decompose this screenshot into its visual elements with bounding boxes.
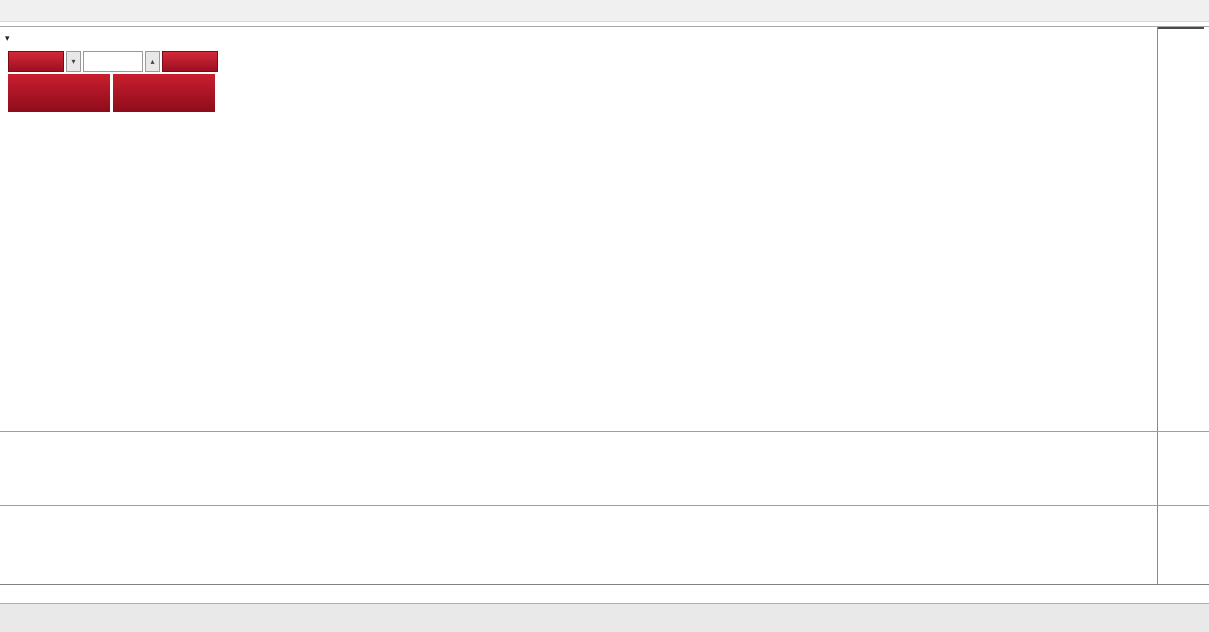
timeframe-toolbar bbox=[0, 0, 1209, 22]
rsi-pane bbox=[0, 505, 1209, 584]
macd-pane bbox=[0, 431, 1209, 505]
one-click-trading-panel: ▾ ▴ bbox=[8, 51, 220, 112]
buy-button[interactable] bbox=[162, 51, 218, 72]
sell-button[interactable] bbox=[8, 51, 64, 72]
current-price-tag bbox=[1158, 27, 1204, 29]
volume-up-button[interactable]: ▴ bbox=[145, 51, 160, 72]
rsi-canvas[interactable] bbox=[0, 506, 1157, 584]
buy-price-display[interactable] bbox=[113, 74, 215, 112]
chart-window: ▾ ▾ ▴ bbox=[0, 26, 1209, 604]
chevron-down-icon: ▾ bbox=[71, 56, 76, 66]
macd-label bbox=[6, 436, 21, 447]
main-chart-pane: ▾ ▾ ▴ bbox=[0, 27, 1209, 431]
rsi-label bbox=[6, 510, 16, 521]
macd-canvas[interactable] bbox=[0, 432, 1157, 505]
chart-tabbar bbox=[0, 603, 1209, 632]
chart-header: ▾ bbox=[5, 32, 40, 44]
rsi-axis[interactable] bbox=[1157, 506, 1209, 584]
sell-price-display[interactable] bbox=[8, 74, 110, 112]
volume-input[interactable] bbox=[83, 51, 143, 72]
one-click-collapse-icon[interactable]: ▾ bbox=[5, 33, 10, 43]
date-axis[interactable] bbox=[0, 584, 1209, 604]
price-axis[interactable] bbox=[1157, 27, 1209, 431]
macd-axis[interactable] bbox=[1157, 432, 1209, 505]
chevron-up-icon: ▴ bbox=[150, 56, 155, 66]
volume-down-button[interactable]: ▾ bbox=[66, 51, 81, 72]
